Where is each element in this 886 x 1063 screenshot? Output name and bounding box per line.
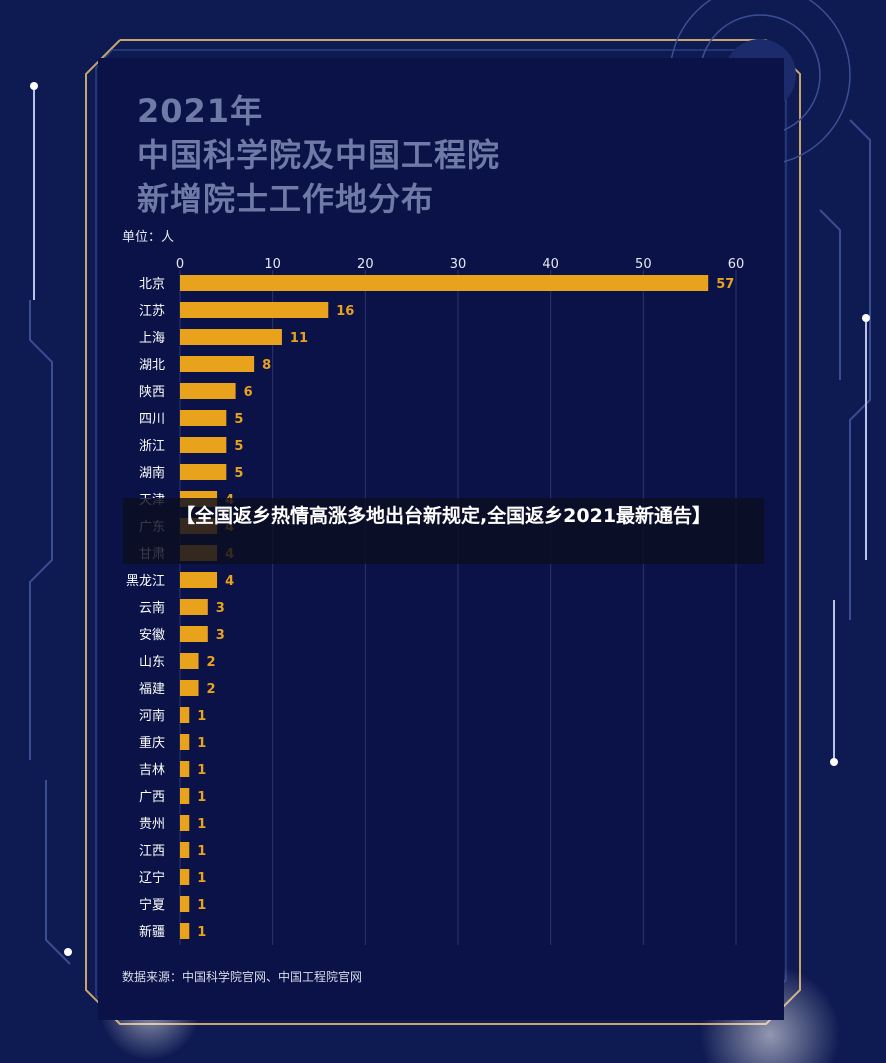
bar-value-label: 5: [234, 466, 243, 481]
bar: [180, 464, 227, 480]
bar: [180, 842, 190, 858]
category-label: 山东: [139, 655, 165, 670]
bar-value-label: 16: [336, 304, 354, 319]
bar-value-label: 1: [197, 817, 206, 832]
bar-value-label: 2: [207, 655, 216, 670]
category-label: 江苏: [139, 303, 165, 319]
category-label: 上海: [139, 331, 165, 346]
chart-title-line-2: 中国科学院及中国工程院: [137, 136, 501, 174]
category-label: 四川: [139, 412, 165, 427]
bar: [180, 356, 255, 372]
x-tick-label: 20: [357, 257, 374, 272]
bar: [180, 437, 227, 453]
bar-value-label: 3: [216, 628, 225, 643]
chart-title-year: 2021年: [137, 92, 264, 130]
bar-value-label: 1: [197, 709, 206, 724]
bar-value-label: 5: [234, 412, 243, 427]
bar: [180, 815, 190, 831]
category-label: 福建: [139, 682, 165, 697]
bar-value-label: 8: [262, 358, 271, 373]
bar-value-label: 2: [207, 682, 216, 697]
bar-value-label: 5: [234, 439, 243, 454]
x-tick-label: 60: [728, 257, 745, 272]
overlay-title: 【全国返乡热情高涨多地出台新规定,全国返乡2021最新通告】: [175, 505, 712, 527]
category-label: 吉林: [139, 763, 165, 778]
bar-value-label: 3: [216, 601, 225, 616]
bar-value-label: 1: [197, 844, 206, 859]
bar: [180, 383, 236, 399]
bar: [180, 653, 199, 669]
chart-title-line-3: 新增院士工作地分布: [137, 180, 435, 218]
bar: [180, 626, 208, 642]
bar-value-label: 6: [244, 385, 253, 400]
bar-value-label: 4: [225, 574, 234, 589]
bar: [180, 896, 190, 912]
unit-label: 单位：人: [122, 230, 175, 245]
bar: [180, 572, 218, 588]
bar: [180, 923, 190, 939]
bar: [180, 302, 329, 318]
bar: [180, 275, 709, 291]
bar-value-label: 1: [197, 736, 206, 751]
x-tick-label: 40: [542, 257, 559, 272]
category-label: 江西: [139, 844, 165, 859]
category-label: 新疆: [139, 924, 165, 940]
category-label: 贵州: [139, 817, 165, 832]
category-label: 北京: [139, 277, 165, 292]
category-label: 广西: [139, 790, 165, 805]
category-label: 湖北: [139, 358, 165, 373]
category-label: 湖南: [139, 465, 165, 481]
category-label: 辽宁: [139, 870, 165, 886]
bar: [180, 680, 199, 696]
category-label: 重庆: [139, 735, 165, 751]
category-label: 宁夏: [139, 897, 165, 913]
category-label: 安徽: [139, 628, 165, 643]
category-label: 河南: [139, 708, 165, 724]
bar-value-label: 1: [197, 871, 206, 886]
source-label: 数据来源：中国科学院官网、中国工程院官网: [122, 970, 363, 984]
bar-value-label: 1: [197, 790, 206, 805]
category-label: 云南: [139, 600, 165, 616]
x-tick-label: 0: [176, 257, 184, 272]
bar: [180, 734, 190, 750]
bar: [180, 761, 190, 777]
category-label: 陕西: [139, 385, 165, 400]
overlay-banner: 【全国返乡热情高涨多地出台新规定,全国返乡2021最新通告】: [123, 498, 764, 564]
bar: [180, 410, 227, 426]
bar-value-label: 11: [290, 331, 308, 346]
bar: [180, 707, 190, 723]
bar: [180, 869, 190, 885]
x-tick-label: 10: [264, 257, 281, 272]
bar: [180, 599, 208, 615]
category-label: 黑龙江: [126, 574, 165, 589]
bar: [180, 329, 282, 345]
bar-value-label: 1: [197, 925, 206, 940]
bar-value-label: 1: [197, 898, 206, 913]
category-label: 浙江: [139, 439, 165, 454]
bar: [180, 788, 190, 804]
bar-value-label: 1: [197, 763, 206, 778]
bar-value-label: 57: [716, 277, 734, 292]
x-tick-label: 50: [635, 257, 652, 272]
x-tick-label: 30: [450, 257, 467, 272]
